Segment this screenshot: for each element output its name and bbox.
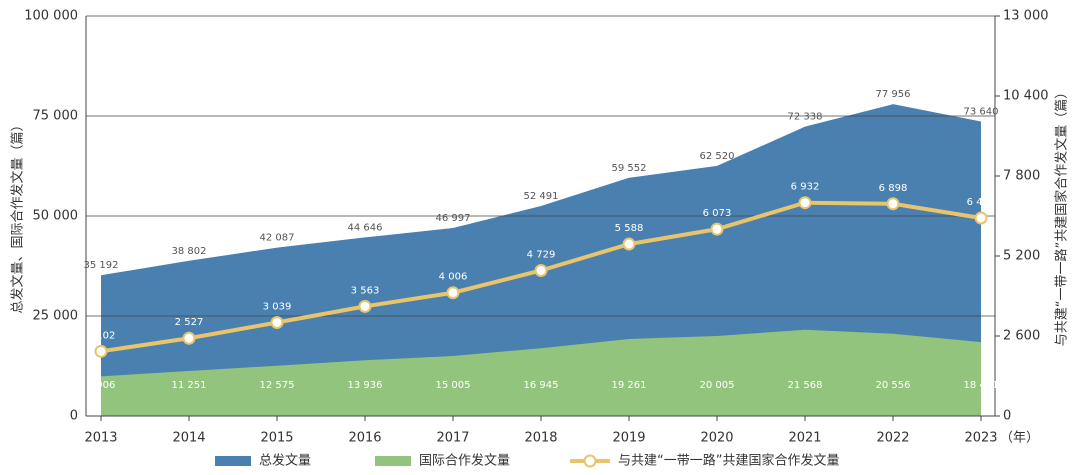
value-label: 6 898	[879, 183, 908, 194]
value-label: 3 563	[351, 285, 380, 296]
value-label: 2 102	[87, 330, 116, 341]
value-label: 59 552	[612, 163, 647, 174]
value-label: 11 251	[172, 380, 207, 391]
value-label: 6 073	[703, 208, 732, 219]
point	[534, 263, 548, 277]
value-label: 77 956	[876, 89, 911, 100]
value-label: 9 906	[87, 380, 116, 391]
point	[270, 315, 284, 329]
y-tick-label: 50 000	[33, 209, 79, 224]
point	[622, 237, 636, 251]
legend-swatch	[375, 456, 411, 466]
value-label: 18 481	[964, 380, 999, 391]
point	[446, 286, 460, 300]
x-tick-label: 2013	[84, 431, 117, 446]
y2-tick-label: 2 600	[1003, 329, 1040, 344]
value-label: 44 646	[348, 222, 383, 233]
legend-swatch	[215, 456, 251, 466]
point	[798, 196, 812, 210]
y-tick-label: 75 000	[33, 109, 79, 124]
value-label: 62 520	[700, 151, 735, 162]
value-label: 6 932	[791, 182, 820, 193]
point	[974, 211, 988, 225]
value-label: 4 006	[439, 272, 468, 283]
y2-tick-label: 13 000	[1003, 9, 1049, 24]
y-tick-label: 25 000	[33, 309, 79, 324]
value-label: 73 640	[964, 106, 999, 117]
point	[358, 299, 372, 313]
value-label: 5 588	[615, 223, 644, 234]
value-label: 16 945	[524, 380, 559, 391]
value-label: 52 491	[524, 191, 559, 202]
y-axis-label: 总发文量、国际合作发文量（篇）	[10, 118, 26, 313]
value-label: 12 575	[260, 380, 295, 391]
y2-tick-label: 7 800	[1003, 169, 1040, 184]
value-label: 38 802	[172, 246, 207, 257]
value-label: 35 192	[84, 260, 119, 271]
x-tick-label: 2017	[436, 431, 469, 446]
value-label: 21 568	[788, 380, 823, 391]
value-label: 20 556	[876, 380, 911, 391]
legend-label: 国际合作发文量	[419, 453, 510, 469]
value-label: 15 005	[436, 380, 471, 391]
value-label: 72 338	[788, 112, 823, 123]
x-tick-label: 2018	[524, 431, 557, 446]
x-tick-label: 2019	[612, 431, 645, 446]
point	[886, 197, 900, 211]
point	[182, 331, 196, 345]
value-label: 46 997	[436, 213, 471, 224]
value-label: 20 005	[700, 380, 735, 391]
y2-tick-label: 10 400	[1003, 89, 1049, 104]
value-label: 6 435	[967, 197, 996, 208]
x-unit: （年）	[1000, 431, 1039, 446]
y2-tick-label: 5 200	[1003, 249, 1040, 264]
x-tick-label: 2020	[700, 431, 733, 446]
y-tick-label: 100 000	[24, 9, 78, 24]
x-tick-label: 2021	[788, 431, 821, 446]
x-tick-label: 2014	[172, 431, 205, 446]
y-tick-label: 0	[70, 409, 78, 424]
area	[101, 329, 981, 416]
x-tick-label: 2022	[876, 431, 909, 446]
value-label: 13 936	[348, 380, 383, 391]
legend-label: 总发文量	[259, 453, 311, 469]
x-tick-label: 2016	[348, 431, 381, 446]
x-tick-label: 2015	[260, 431, 293, 446]
x-tick-label: 2023	[964, 431, 997, 446]
value-label: 4 729	[527, 249, 556, 260]
value-label: 42 087	[260, 233, 295, 244]
y2-axis-label: 与共建“一带一路”共建国家合作发文量（篇）	[1054, 86, 1070, 346]
value-label: 19 261	[612, 380, 647, 391]
y2-tick-label: 0	[1003, 409, 1011, 424]
legend-label: 与共建“一带一路”共建国家合作发文量	[618, 453, 839, 469]
value-label: 2 527	[175, 317, 204, 328]
point	[710, 222, 724, 236]
legend-swatch	[583, 454, 597, 468]
value-label: 3 039	[263, 301, 292, 312]
point	[94, 344, 108, 358]
